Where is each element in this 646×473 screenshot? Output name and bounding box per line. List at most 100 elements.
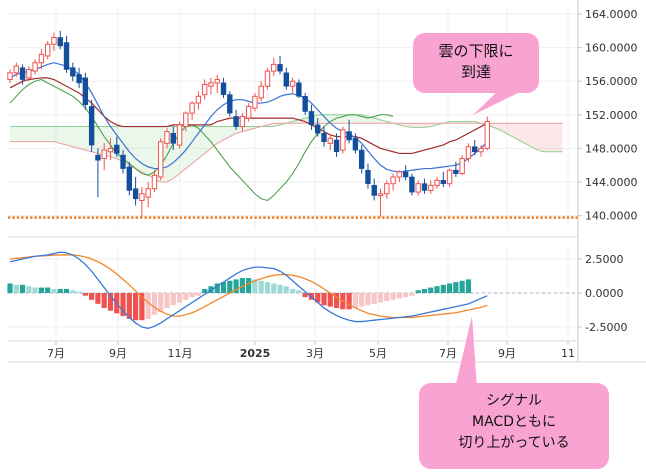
candle-body [126,166,133,191]
cloud-segment [493,123,500,130]
macd-histogram-bar [296,290,302,293]
macd-histogram-bar [7,283,13,293]
candle-body [315,124,321,134]
price-tick-label: 140.0000 [585,210,638,223]
macd-histogram-bar [101,293,107,308]
signal-line [9,254,488,319]
callout-signal-macd-rising: シグナル MACDともに 切り上がっている [419,383,609,469]
cloud-segment [210,126,218,149]
candle-body [120,154,126,169]
candle-body [296,82,302,97]
cloud-segment [543,123,551,152]
candle [126,161,133,196]
macd-tick-label: 0.0000 [585,287,624,300]
macd-histogram-bar [202,288,208,293]
macd-histogram-bar [252,279,258,293]
macd-histogram-bar [365,293,371,306]
candle-body [195,95,202,104]
macd-histogram-bar [246,278,252,293]
candle-body [371,185,377,196]
x-tick-label: 7月 [47,347,65,360]
candle [402,165,409,181]
candle [315,118,321,137]
callout-top-line-1: 雲の下限に [438,42,514,60]
candle-body [7,72,13,81]
cloud-segment [53,126,61,144]
cloud-segment [512,123,519,140]
cloud-segment [60,126,67,146]
cloud-segment [204,126,211,154]
candle-body [271,63,277,72]
macd-histogram-bar [19,284,26,293]
candle [289,77,296,93]
macd-histogram-bar [176,293,183,303]
candle [88,99,95,152]
candle-body [472,146,478,153]
cloud-segment [531,123,538,151]
x-tick-label: 7月 [439,347,457,360]
candle-body [327,137,333,144]
macd-histogram-bar [371,293,377,304]
candle-body [428,184,434,191]
macd-histogram-bar [415,290,421,293]
price-tick-label: 160.0000 [585,42,638,55]
macd-panel [7,251,578,330]
cloud-segment [198,126,205,159]
candle-body [302,96,308,112]
candle [327,134,333,151]
candle [333,133,340,157]
candle-body [95,154,101,161]
candle-body [57,37,63,47]
candle-body [176,124,183,146]
candle-body [151,174,158,190]
candle-body [51,37,57,45]
candle [409,173,415,196]
callout-bottom-pointer [455,316,477,388]
cloud-segment [537,123,544,152]
macd-histogram-bar [302,293,308,298]
callout-bottom-line-1: シグナル [486,393,542,409]
candle-body [19,67,26,80]
macd-histogram-bar [434,286,440,293]
macd-histogram-bar [421,288,428,293]
macd-histogram-bar [13,284,19,293]
callout-bottom-line-3: 切り上がっている [458,435,570,451]
macd-histogram-bar [327,293,333,307]
candle-body [346,131,352,141]
candle [239,113,246,132]
candle-body [164,131,170,144]
candle [421,178,428,194]
candle [183,111,189,132]
candle-body [321,132,327,142]
cloud-segment [223,126,230,140]
candle-body [365,169,371,184]
cloud-segment [35,126,42,142]
macd-histogram-bar [258,280,264,293]
candle [176,121,183,149]
candle [371,178,377,201]
candle [38,49,45,70]
candle-body [132,188,139,200]
candle-body [208,82,214,87]
macd-histogram-bar [290,288,296,293]
axes: 164.0000 160.0000 156.0000 152.0000 148.0000… [8,0,646,363]
candle [271,57,277,77]
cloud-segment [72,126,80,149]
macd-histogram-bar [227,280,233,293]
macd-histogram-bar [377,293,384,303]
candle [13,62,19,77]
macd-histogram-bar [26,286,32,293]
macd-histogram-bar [428,287,434,293]
callout-cloud-lower-bound: 雲の下限に 到達 [413,33,539,93]
cloud-segment [22,126,29,142]
callout-top-line-2: 到達 [460,63,491,81]
price-tick-label: 156.0000 [585,75,638,88]
macd-histogram-bar [57,288,63,293]
cloud-segment [10,126,17,142]
macd-histogram-bar [220,282,227,293]
macd-histogram-bar [459,280,465,293]
candle [114,136,120,157]
candle [358,145,365,174]
cloud-segment [148,126,155,179]
cloud-segment [550,123,557,152]
